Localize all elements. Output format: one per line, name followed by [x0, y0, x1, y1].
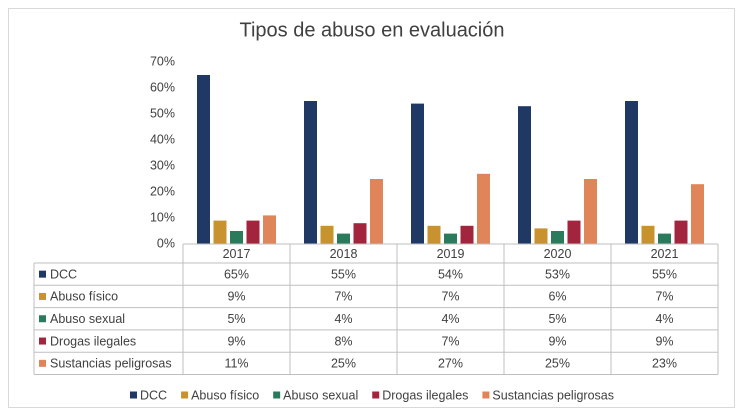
bar — [674, 220, 688, 244]
legend-label: Abuso sexual — [283, 388, 358, 402]
table-value: 27% — [438, 357, 463, 371]
table-row-label: Abuso físico — [50, 290, 118, 304]
bar — [213, 220, 227, 244]
bar — [337, 233, 350, 244]
table-value: 7% — [334, 290, 352, 304]
chart-title: Tipos de abuso en evaluación — [240, 19, 505, 41]
table-value: 5% — [548, 312, 566, 326]
table-value: 5% — [227, 312, 245, 326]
bar — [230, 231, 243, 244]
table-legend-key — [39, 337, 46, 345]
table-value: 7% — [441, 290, 459, 304]
table-value: 25% — [545, 357, 570, 371]
x-tick-label: 2019 — [437, 247, 465, 261]
y-tick-label: 0% — [157, 236, 175, 250]
bar — [197, 75, 210, 244]
legend-label: Abuso físico — [191, 388, 259, 402]
table-legend-key — [39, 292, 46, 300]
table-value: 55% — [652, 267, 677, 281]
bar — [477, 173, 490, 244]
legend-label: Sustancias peligrosas — [492, 388, 614, 402]
y-tick-label: 40% — [150, 132, 175, 146]
bar — [263, 215, 276, 244]
table-value: 6% — [548, 290, 566, 304]
bar — [246, 220, 260, 244]
x-tick-label: 2018 — [330, 247, 358, 261]
table-row-label: Abuso sexual — [50, 312, 125, 326]
bar — [584, 179, 597, 244]
legend-key — [129, 391, 137, 399]
table-value: 8% — [334, 334, 352, 348]
table-value: 7% — [441, 334, 459, 348]
table-legend-key — [39, 315, 46, 323]
legend-label: Drogas ilegales — [382, 388, 468, 402]
bar — [567, 220, 581, 244]
table-value: 4% — [441, 312, 459, 326]
table-value: 9% — [548, 334, 566, 348]
y-tick-label: 70% — [150, 54, 175, 68]
table-value: 11% — [224, 357, 248, 371]
y-tick-label: 50% — [150, 106, 175, 120]
bar — [658, 233, 671, 244]
table-value: 9% — [227, 334, 245, 348]
bar — [320, 225, 334, 244]
legend-key — [482, 391, 490, 399]
y-tick-label: 10% — [150, 210, 175, 224]
y-tick-label: 60% — [150, 80, 175, 94]
bar — [551, 231, 564, 244]
table-row-label: Drogas ilegales — [50, 334, 136, 348]
y-tick-label: 20% — [150, 184, 175, 198]
bar — [444, 233, 457, 244]
bar — [460, 225, 474, 244]
bar — [370, 179, 383, 244]
bar — [534, 228, 548, 244]
x-tick-label: 2017 — [223, 247, 251, 261]
legend-key — [372, 391, 380, 399]
bar — [518, 106, 531, 244]
table-value: 53% — [545, 267, 570, 281]
table-value: 7% — [655, 290, 673, 304]
table-row-label: Sustancias peligrosas — [50, 357, 172, 371]
bar — [353, 223, 367, 244]
table-legend-key — [39, 270, 46, 278]
legend-label: DCC — [140, 388, 167, 402]
table-value: 23% — [652, 357, 677, 371]
bar — [411, 103, 424, 244]
table-value: 55% — [331, 267, 356, 281]
bar — [427, 225, 441, 244]
table-value: 4% — [655, 312, 673, 326]
x-tick-label: 2021 — [651, 247, 679, 261]
bar — [641, 225, 655, 244]
table-value: 54% — [438, 267, 463, 281]
bar — [691, 184, 704, 244]
table-legend-key — [39, 359, 46, 367]
table-value: 9% — [227, 290, 245, 304]
table-value: 65% — [224, 267, 249, 281]
legend-key — [181, 391, 189, 399]
y-tick-label: 30% — [150, 158, 175, 172]
bar — [625, 101, 638, 244]
table-value: 4% — [334, 312, 352, 326]
table-row-label: DCC — [50, 267, 77, 281]
bar — [304, 101, 317, 244]
table-value: 9% — [655, 334, 673, 348]
legend-key — [273, 391, 281, 399]
x-tick-label: 2020 — [544, 247, 572, 261]
table-value: 25% — [331, 357, 356, 371]
